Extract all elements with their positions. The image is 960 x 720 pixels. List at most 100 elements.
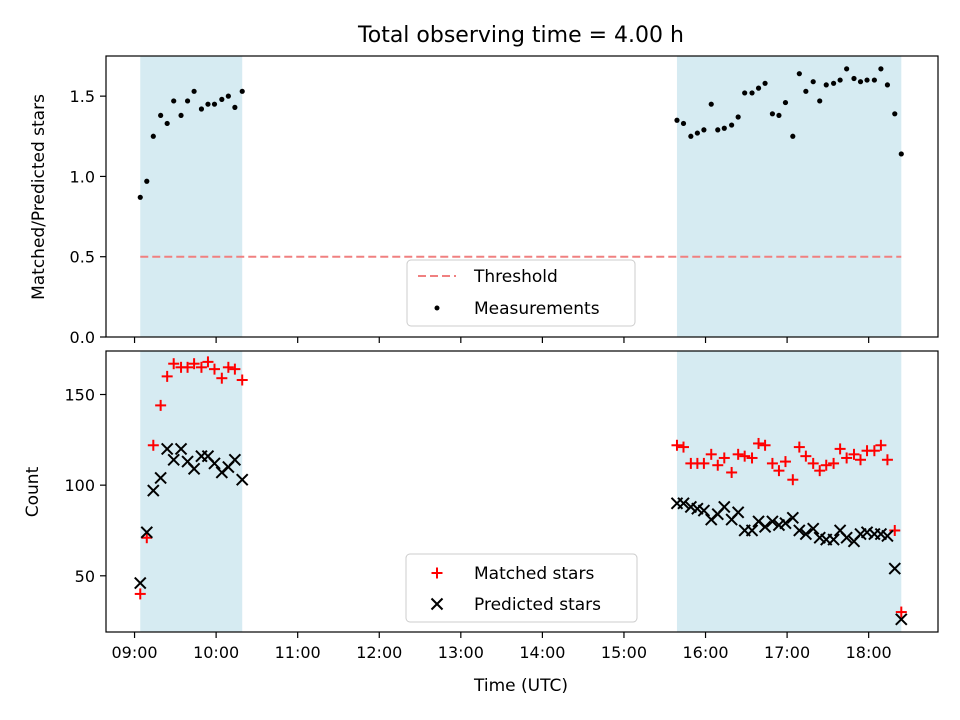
matched-star-point: [779, 456, 791, 468]
matched-star-point: [229, 363, 241, 375]
predicted-star-point: [881, 529, 894, 543]
measurement-point: [742, 90, 748, 96]
predicted-star-point-b: [758, 520, 772, 534]
predicted-star-point: [160, 442, 174, 456]
matched-star-point: [793, 441, 805, 453]
predicted-star-point: [799, 527, 813, 541]
measurement-point: [837, 77, 843, 83]
predicted-star-point: [187, 462, 201, 476]
predicted-star-point-b: [147, 484, 160, 497]
panel-count-ylabel: Count: [23, 466, 43, 517]
predicted-star-point-b: [779, 517, 792, 530]
y-tick-label: 100: [64, 476, 95, 495]
predicted-star-point: [895, 613, 908, 626]
legend-ratio-box: [406, 259, 636, 327]
matched-star-point: [855, 454, 867, 466]
measurement-point: [803, 88, 809, 94]
measurement-point: [694, 130, 700, 136]
predicted-star-point: [208, 457, 221, 470]
matched-star-point: [134, 588, 146, 600]
legend-measurements-label: Measurements: [474, 299, 600, 319]
predicted-star-point-b: [208, 457, 221, 470]
measurement-point: [762, 80, 768, 86]
matched-star-point: [746, 452, 758, 464]
legend-predicted-swatch: [430, 597, 444, 611]
predicted-star-point: [827, 533, 840, 546]
predicted-star-point: [786, 511, 800, 524]
predicted-star-point-b: [813, 531, 826, 544]
predicted-star-point-b: [860, 526, 874, 539]
matched-star-point: [759, 439, 771, 451]
measurement-point: [857, 79, 864, 85]
measurement-point: [729, 122, 735, 128]
predicted-star-point-b: [187, 462, 201, 476]
observing-window-1: [140, 351, 243, 632]
x-tick-label: 14:00: [519, 643, 565, 662]
measurement-point: [769, 111, 776, 117]
matched-star-point: [705, 448, 717, 460]
predicted-star-point: [840, 531, 853, 544]
observing-window-2: [676, 56, 902, 337]
matched-star-point: [766, 457, 778, 469]
measurement-point: [749, 90, 755, 96]
matched-star-point: [773, 465, 785, 477]
matched-star-point: [141, 532, 153, 544]
x-tick-label: 13:00: [438, 643, 484, 662]
measurement-point: [198, 106, 205, 112]
panel-ratio-frame: [105, 55, 939, 338]
measurement-point: [225, 93, 231, 99]
predicted-star-point-b: [827, 533, 840, 546]
legend-matched-swatch: [431, 567, 443, 579]
x-tick-label: 10:00: [193, 643, 239, 662]
predicted-star-point-b: [140, 526, 153, 539]
measurement-point: [796, 71, 802, 77]
measurement-point: [884, 82, 891, 88]
predicted-star-point-b: [895, 613, 908, 626]
matched-star-point: [841, 452, 853, 464]
legend-predicted-marker: [430, 597, 444, 611]
measurement-point: [137, 194, 143, 200]
measurement-point: [721, 125, 727, 131]
predicted-star-point-b: [181, 455, 194, 468]
matched-star-point: [222, 361, 234, 373]
predicted-star-point-b: [160, 442, 174, 456]
y-tick-label: 1.0: [70, 167, 95, 186]
measurement-point: [898, 151, 904, 157]
matched-star-point: [807, 457, 819, 469]
predicted-star-point: [860, 526, 874, 539]
predicted-star-point-b: [167, 453, 180, 466]
measurement-point: [851, 75, 857, 82]
x-tick-label: 18:00: [846, 643, 892, 662]
predicted-star-point-b: [786, 511, 800, 524]
predicted-star-point-b: [691, 502, 704, 515]
legend-count: Matched stars Predicted stars: [405, 553, 638, 623]
measurement-point: [191, 88, 197, 94]
matched-star-point: [889, 524, 901, 536]
matched-star-point: [848, 448, 860, 460]
legend-predicted-marker-b: [430, 597, 444, 611]
measurement-point: [878, 66, 884, 72]
matched-star-point: [168, 358, 180, 370]
predicted-star-point-b: [799, 527, 813, 541]
panel-count: 50 100 150 09:00 10:00 11:00 12:00 13:00 14:00 1…: [23, 350, 939, 696]
matched-star-point: [726, 466, 738, 478]
predicted-star-point-b: [684, 500, 698, 514]
measurement-point: [810, 79, 816, 85]
predicted-star-point: [766, 515, 779, 528]
predicted-star-point: [888, 562, 901, 575]
measurement-point: [211, 101, 218, 107]
measurement-point: [871, 77, 877, 83]
measurement-point: [790, 133, 796, 139]
x-tick-label: 16:00: [682, 643, 728, 662]
measurement-point: [708, 101, 714, 107]
matched-star-point: [820, 459, 832, 471]
x-tick-label: 15:00: [601, 643, 647, 662]
observing-window-1: [140, 56, 243, 337]
matched-star-point: [195, 361, 207, 373]
measurement-point: [830, 80, 837, 86]
predicted-star-point: [806, 522, 820, 535]
predicted-star-point: [779, 517, 792, 530]
measurement-point: [844, 66, 850, 72]
matched-star-point: [787, 474, 799, 486]
